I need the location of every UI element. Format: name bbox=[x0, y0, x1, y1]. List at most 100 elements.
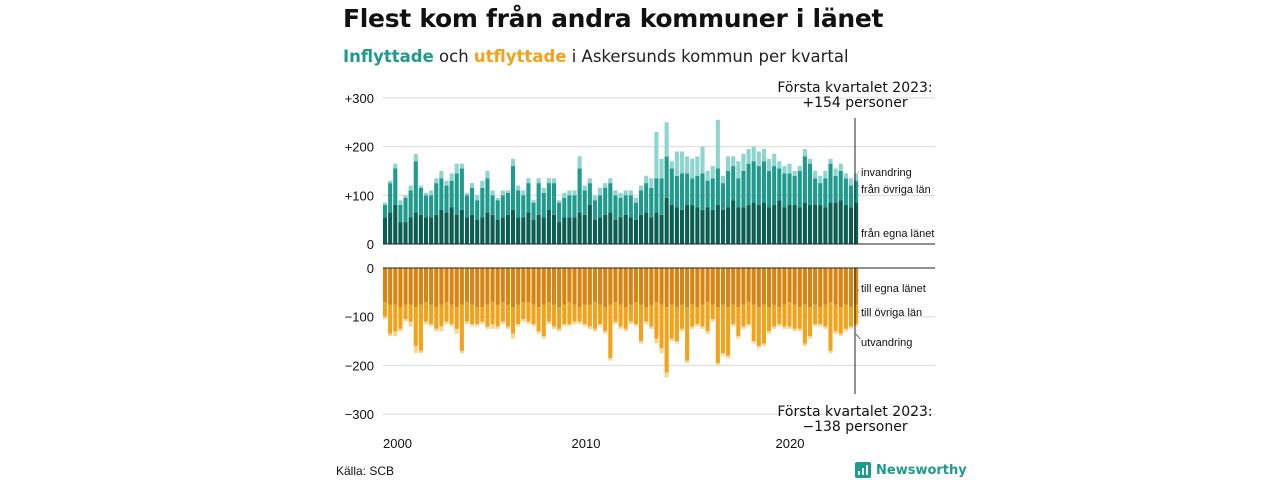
bar-outflow-emigration bbox=[434, 328, 439, 332]
bar-outflow-emigration bbox=[782, 326, 787, 329]
bar-inflow-other-counties bbox=[807, 163, 813, 206]
bar-outflow-other-counties bbox=[710, 304, 715, 320]
x-tick-label: 2020 bbox=[776, 436, 805, 451]
bar-outflow-other-counties bbox=[459, 304, 464, 351]
bar-outflow-other-counties bbox=[715, 306, 720, 363]
bar-outflow-emigration bbox=[598, 324, 603, 327]
bar-inflow-same-county bbox=[526, 212, 531, 244]
bar-inflow-immigration bbox=[782, 166, 787, 174]
bar-outflow-emigration bbox=[546, 321, 551, 325]
bar-outflow-other-counties bbox=[659, 304, 664, 349]
bar-outflow-same-county bbox=[521, 268, 526, 303]
bar-inflow-other-counties bbox=[557, 202, 562, 223]
bar-inflow-other-counties bbox=[449, 180, 454, 208]
bar-outflow-same-county bbox=[659, 268, 664, 305]
bar-outflow-same-county bbox=[587, 268, 592, 305]
bar-inflow-other-counties bbox=[582, 190, 587, 215]
bar-outflow-emigration bbox=[623, 328, 628, 332]
bar-outflow-same-county bbox=[787, 268, 792, 303]
bar-outflow-emigration bbox=[480, 321, 485, 325]
bar-outflow-emigration bbox=[505, 326, 510, 329]
bar-inflow-other-counties bbox=[572, 195, 577, 218]
bar-inflow-immigration bbox=[623, 190, 628, 196]
bar-inflow-same-county bbox=[577, 212, 582, 244]
bar-outflow-same-county bbox=[772, 268, 777, 305]
bar-outflow-same-county bbox=[644, 268, 649, 307]
bar-outflow-emigration bbox=[751, 341, 756, 344]
bar-inflow-other-counties bbox=[751, 161, 756, 203]
bar-outflow-emigration bbox=[639, 341, 644, 344]
bar-inflow-same-county bbox=[592, 219, 598, 244]
bar-inflow-other-counties bbox=[495, 200, 500, 220]
bar-inflow-same-county bbox=[398, 222, 403, 244]
bar-outflow-other-counties bbox=[802, 304, 807, 344]
bar-outflow-same-county bbox=[756, 268, 761, 307]
bar-outflow-emigration bbox=[608, 358, 613, 361]
bar-inflow-same-county bbox=[521, 217, 526, 244]
bar-outflow-other-counties bbox=[592, 302, 598, 329]
bar-outflow-emigration bbox=[531, 324, 536, 327]
bar-inflow-immigration bbox=[531, 200, 536, 203]
bar-inflow-same-county bbox=[475, 219, 480, 244]
bar-outflow-emigration bbox=[490, 324, 495, 329]
bar-outflow-same-county bbox=[480, 268, 485, 307]
bar-outflow-emigration bbox=[475, 324, 480, 327]
bar-inflow-immigration bbox=[756, 151, 761, 167]
bar-outflow-other-counties bbox=[690, 304, 695, 327]
bar-outflow-same-county bbox=[398, 268, 403, 307]
bar-outflow-other-counties bbox=[526, 302, 531, 322]
bar-inflow-same-county bbox=[741, 207, 746, 244]
bar-outflow-same-county bbox=[449, 268, 454, 305]
bar-outflow-same-county bbox=[582, 268, 587, 305]
bar-outflow-other-counties bbox=[587, 304, 592, 327]
bar-outflow-emigration bbox=[541, 336, 546, 339]
bar-inflow-other-counties bbox=[838, 170, 843, 201]
bar-inflow-other-counties bbox=[429, 195, 434, 218]
bar-outflow-other-counties bbox=[454, 306, 459, 329]
bar-outflow-same-county bbox=[654, 268, 659, 303]
bar-outflow-other-counties bbox=[413, 306, 418, 346]
bar-inflow-same-county bbox=[761, 202, 766, 244]
bar-outflow-emigration bbox=[674, 341, 679, 344]
bar-inflow-other-counties bbox=[480, 187, 485, 218]
bar-outflow-emigration bbox=[485, 326, 490, 329]
bar-outflow-emigration bbox=[572, 321, 577, 325]
bar-inflow-same-county bbox=[449, 207, 454, 244]
bar-outflow-same-county bbox=[608, 268, 613, 305]
bar-outflow-same-county bbox=[572, 268, 577, 305]
bar-inflow-other-counties bbox=[828, 163, 833, 203]
bar-inflow-other-counties bbox=[731, 166, 736, 201]
bar-outflow-other-counties bbox=[848, 306, 854, 327]
bar-inflow-other-counties bbox=[644, 183, 649, 213]
bar-inflow-same-county bbox=[823, 207, 828, 244]
bar-outflow-same-county bbox=[526, 268, 531, 303]
bar-inflow-immigration bbox=[511, 158, 516, 167]
brand-logo[interactable]: Newsworthy bbox=[855, 462, 967, 478]
bar-outflow-other-counties bbox=[751, 304, 756, 342]
bar-inflow-other-counties bbox=[505, 192, 510, 215]
bar-outflow-other-counties bbox=[756, 306, 761, 346]
bar-outflow-same-county bbox=[444, 268, 449, 303]
bar-inflow-immigration bbox=[505, 190, 510, 193]
bar-inflow-immigration bbox=[741, 153, 746, 171]
bar-inflow-immigration bbox=[833, 168, 838, 176]
bar-outflow-other-counties bbox=[562, 304, 567, 325]
bar-inflow-immigration bbox=[633, 197, 638, 203]
bar-inflow-immigration bbox=[567, 190, 572, 196]
bar-outflow-emigration bbox=[741, 326, 746, 329]
bar-inflow-same-county bbox=[854, 202, 859, 244]
bar-outflow-other-counties bbox=[572, 304, 577, 322]
bar-inflow-other-counties bbox=[715, 168, 720, 206]
bar-inflow-same-county bbox=[603, 214, 608, 244]
bar-inflow-same-county bbox=[720, 209, 726, 244]
bar-inflow-immigration bbox=[536, 178, 541, 184]
bar-outflow-other-counties bbox=[505, 304, 510, 327]
subtitle-rest: i Askersunds kommun per kvartal bbox=[571, 47, 849, 66]
bar-outflow-same-county bbox=[823, 268, 828, 305]
bar-inflow-immigration bbox=[777, 161, 782, 169]
bar-inflow-other-counties bbox=[695, 175, 700, 208]
bar-inflow-immigration bbox=[848, 178, 854, 186]
bar-inflow-other-counties bbox=[628, 195, 633, 218]
bar-outflow-same-county bbox=[818, 268, 823, 307]
subtitle-outflow-word: utflyttade bbox=[473, 47, 567, 66]
